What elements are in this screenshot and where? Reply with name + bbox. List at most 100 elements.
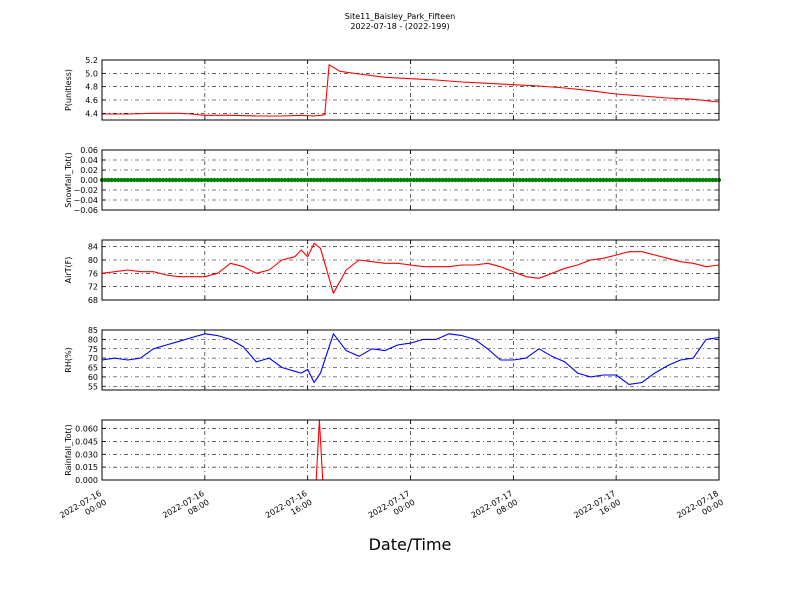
y-tick-label: 70 (88, 354, 98, 363)
y-tick-label: 0.015 (75, 463, 98, 472)
data-point (675, 177, 680, 183)
data-point (392, 177, 397, 183)
data-point (218, 177, 224, 183)
data-point (122, 177, 127, 183)
data-point (115, 177, 121, 183)
y-tick-label: 75 (88, 345, 98, 354)
data-point (353, 177, 358, 183)
data-point (186, 177, 191, 183)
data-point (241, 177, 246, 183)
data-point (424, 177, 429, 183)
data-point (373, 177, 378, 183)
data-point (633, 177, 638, 183)
figure-subtitle: 2022-07-18 - (2022-199) (350, 22, 449, 31)
y-tick-label: 84 (88, 243, 98, 252)
data-point (366, 177, 371, 183)
data-point (623, 177, 628, 183)
data-point (575, 177, 580, 183)
data-point (318, 177, 323, 183)
data-point (212, 177, 217, 183)
data-point (463, 177, 468, 183)
data-point (344, 177, 349, 183)
data-point (228, 177, 233, 183)
data-point (585, 177, 590, 183)
data-point (247, 177, 252, 183)
data-point (276, 177, 281, 183)
y-axis-label: P(unitless) (64, 69, 73, 111)
data-point (103, 177, 108, 183)
y-tick-label: 4.6 (85, 96, 98, 105)
y-tick-label: −0.04 (73, 196, 98, 205)
panel-1: 4.4 4.6 4.8 5.0 5.2 P(unitless) (64, 56, 720, 121)
data-point (527, 177, 532, 183)
data-point (443, 177, 448, 183)
data-point (549, 177, 554, 183)
data-point (189, 177, 195, 183)
data-point (466, 177, 471, 183)
data-point (328, 177, 333, 183)
data-point (173, 177, 179, 183)
data-point (382, 177, 387, 183)
data-point (501, 177, 506, 183)
x-tick-label: 2022-07-1800:00 (675, 489, 725, 529)
data-point (713, 177, 718, 183)
data-point (620, 177, 625, 183)
data-point (578, 177, 583, 183)
data-point (671, 177, 677, 183)
data-point (337, 177, 342, 183)
y-tick-label: 65 (88, 364, 98, 373)
data-point (662, 177, 667, 183)
panel-3: 68 72 76 80 84 AirT(F) (64, 239, 720, 305)
data-point (263, 177, 268, 183)
data-point (655, 177, 661, 183)
data-point (164, 177, 169, 183)
y-tick-label: 4.4 (85, 109, 98, 118)
data-point (450, 177, 455, 183)
y-axis-label: Rainfall_Tot() (64, 424, 73, 476)
data-point (517, 177, 522, 183)
data-point (565, 177, 571, 183)
data-point (321, 177, 326, 183)
data-point (543, 177, 548, 183)
series-line (101, 242, 720, 294)
data-point (270, 177, 275, 183)
data-point (167, 177, 172, 183)
data-point (681, 177, 686, 183)
data-point (128, 177, 134, 183)
data-point (363, 177, 368, 183)
data-point (305, 177, 310, 183)
data-point (430, 177, 436, 183)
data-point (418, 177, 423, 183)
data-point (347, 177, 352, 183)
data-point (157, 177, 162, 183)
data-point (119, 177, 124, 183)
data-point (469, 177, 474, 183)
data-point (652, 177, 657, 183)
data-point (209, 177, 214, 183)
y-tick-label: −0.02 (73, 186, 98, 195)
data-point (569, 177, 574, 183)
data-point (401, 177, 407, 183)
data-point (405, 177, 410, 183)
data-point (202, 177, 207, 183)
data-point (125, 177, 130, 183)
data-point (610, 177, 616, 183)
data-point (646, 177, 651, 183)
data-point (385, 177, 391, 183)
data-point (340, 177, 346, 183)
data-point (704, 177, 709, 183)
data-point (700, 177, 706, 183)
data-point (395, 177, 400, 183)
y-tick-label: 5.0 (85, 69, 98, 78)
x-axis-label: Date/Time (369, 535, 452, 554)
data-point (607, 177, 612, 183)
y-tick-label: 5.2 (85, 56, 98, 65)
data-point (238, 177, 243, 183)
data-point (286, 177, 291, 183)
data-point (514, 177, 519, 183)
data-point (369, 177, 375, 183)
data-point (414, 177, 420, 183)
data-point (639, 177, 644, 183)
data-point (154, 177, 159, 183)
